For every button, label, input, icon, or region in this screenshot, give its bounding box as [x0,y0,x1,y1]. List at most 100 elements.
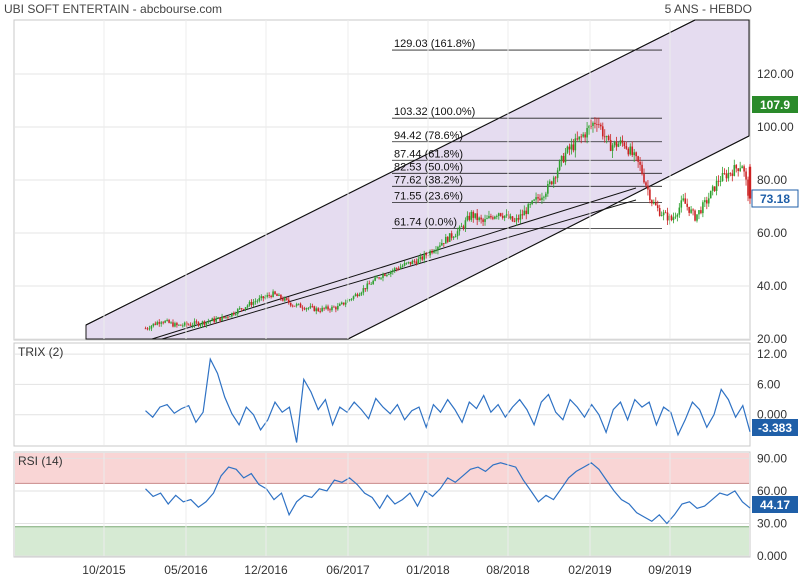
candle-body [191,325,194,326]
candle-body [419,256,422,259]
candle-body [240,308,243,310]
candle-body [254,301,257,303]
candle-body [313,306,316,312]
candle-body [564,152,567,163]
candle-body [360,292,363,295]
candle-body [415,261,418,264]
rsi-gridlines [15,457,749,557]
candle-body [223,316,225,318]
candle-body [295,304,298,306]
candle-body [627,148,630,155]
fib-level-label: 94.42 (78.6%) [394,130,463,142]
rsi-line [145,462,751,525]
candle-body [207,321,210,323]
candle-body [601,126,604,137]
candle-body [342,302,345,305]
candle-body [258,298,261,301]
candle-body [578,136,581,140]
price-panel: 129.03 (161.8%) 103.32 (100.0%) 94.42 (78.… [13,19,799,346]
rsi-tick-label: 30.00 [757,516,787,530]
candle-body [566,146,569,153]
candle-body [231,312,233,317]
candle-body [743,166,745,172]
last-close-badge: 73.18 [751,189,799,208]
rsi-last-badge-bg [752,496,798,513]
candle-body [543,196,545,198]
candle-body [181,325,184,327]
candle-body [148,328,151,330]
price-tick-label: 120.00 [757,67,794,81]
candle-body [262,296,265,299]
candle-body [664,212,667,214]
candle-body [725,173,728,179]
candle-body [146,328,149,330]
candle-body [333,306,335,308]
candle-body [444,236,447,244]
candle-body [586,128,588,138]
candle-body [617,144,620,147]
candle-body [403,263,406,266]
candle-body [584,134,586,138]
candle-body [688,206,690,213]
candle-body [180,324,182,326]
candle-body [466,215,469,221]
trix-panel-frame [13,342,751,447]
candle-body [274,291,276,295]
candle-body [556,170,559,178]
candle-body [250,301,253,305]
candle-body [607,135,610,140]
candle-body [488,216,490,219]
rsi-panel: RSI (14) 0.000 30.00 60.00 90.00 44.17 [13,451,798,563]
candle-body [588,125,590,129]
candle-body [166,319,168,321]
candle-body [270,295,272,298]
candle-body [405,262,408,264]
candle-body [229,316,231,318]
candle-body [227,316,229,318]
candle-body [550,181,553,185]
candle-body [435,250,437,252]
candle-body [660,215,663,217]
candle-body [631,146,634,156]
candle-body [246,305,249,308]
candle-body [397,268,400,270]
candle-body [195,321,198,323]
candle-body [168,319,170,323]
candle-body [172,322,174,327]
candle-body [547,184,549,194]
last-price-value: 107.9 [760,98,790,112]
candle-body [470,211,473,220]
time-axis: 10/2015 05/2016 12/2016 06/2017 01/2018 08/20… [82,20,692,577]
candle-body [460,226,463,228]
candle-body [152,323,155,326]
candle-body [748,166,752,199]
candle-body [443,243,445,244]
candle-body [303,308,306,310]
chart-title: UBI SOFT ENTERTAIN - abcbourse.com [4,2,222,16]
candle-body [280,294,282,299]
candle-body [236,309,239,314]
candle-body [407,261,410,263]
candle-body [352,296,355,299]
candle-body [654,202,657,206]
candle-body [492,217,494,219]
candle-body [234,313,237,315]
fib-level-label: 61.74 (0.0%) [394,216,457,228]
trix-gridlines [15,353,749,416]
candle-body [401,265,404,267]
candle-body [337,305,339,310]
rsi-last-badge: 44.17 [752,496,798,513]
candle-body [472,211,475,218]
candle-body [482,219,484,222]
candle-body [278,294,280,296]
candle-body [374,277,376,281]
candle-body [154,323,157,325]
candle-body [264,296,267,299]
rsi-last-value: 44.17 [760,498,790,512]
time-tick-label: 06/2017 [326,563,370,577]
candle-body [437,246,439,251]
candle-body [393,268,396,271]
candle-body [572,144,575,151]
candle-body [456,231,459,237]
candle-body [164,320,166,323]
